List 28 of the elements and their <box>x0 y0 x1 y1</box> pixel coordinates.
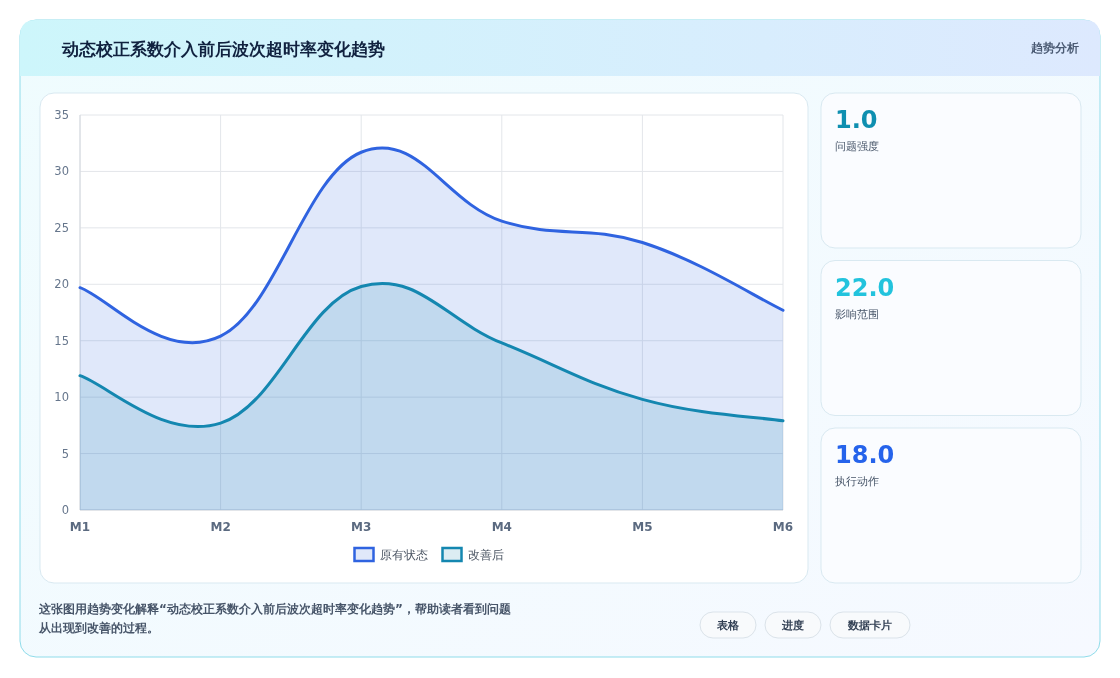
text: 1.0 <box>835 106 878 134</box>
y-tick-label: 0 <box>61 503 69 517</box>
text: 表格 <box>716 619 740 632</box>
x-tick-label: M6 <box>772 520 794 534</box>
text: 数据卡片 <box>847 619 892 632</box>
y-tick-label: 20 <box>54 277 69 292</box>
text: 执行动作 <box>835 475 879 488</box>
x-tick-label: M4 <box>491 520 512 534</box>
y-tick-label: 35 <box>54 108 69 122</box>
text: 进度 <box>781 619 804 632</box>
text: 18.0 <box>835 441 895 469</box>
y-tick-label: 5 <box>61 446 69 461</box>
x-tick-label: M5 <box>632 520 653 534</box>
text: 问题强度 <box>835 140 879 153</box>
y-tick-label: 15 <box>54 333 69 348</box>
y-tick-label: 10 <box>54 390 69 405</box>
x-tick-label: M1 <box>69 520 91 534</box>
text: 22.0 <box>835 273 895 302</box>
y-tick-label: 30 <box>54 164 69 179</box>
y-tick-label: 25 <box>54 220 69 235</box>
x-tick-label: M3 <box>351 520 372 534</box>
legend-label: 改善后 <box>467 548 504 562</box>
chart-title: 动态校正系数介入前后波次超时率变化趋势 <box>61 39 385 59</box>
legend-label: 原有状态 <box>379 548 428 562</box>
x-tick-label: M2 <box>210 520 231 534</box>
text: 趋势分析 <box>1030 41 1079 55</box>
text: 影响范围 <box>835 307 879 321</box>
text: 这张图用趋势变化解释“动态校正系数介入前后波次超时率变化趋势”，帮助读者看到问题从出现到改善的过程。 <box>38 602 511 635</box>
